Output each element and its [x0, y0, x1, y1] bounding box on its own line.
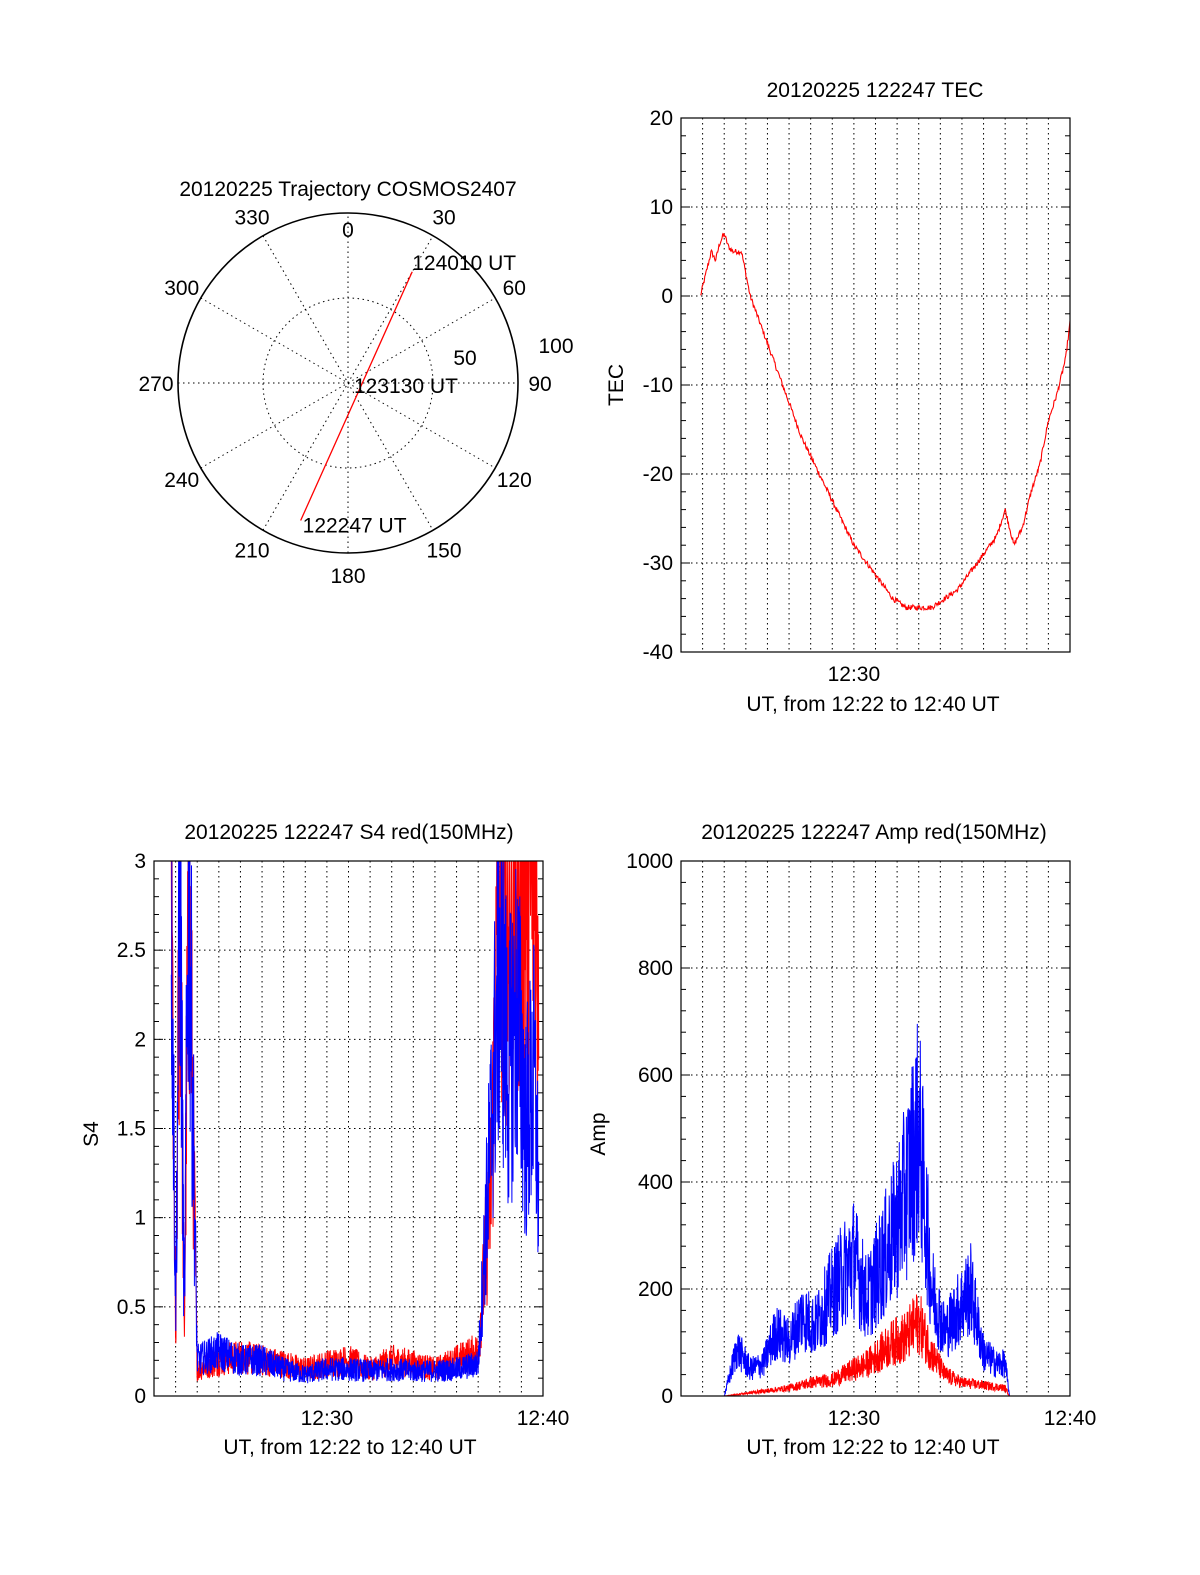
amp-title: 20120225 122247 Amp red(150MHz) [701, 821, 1047, 844]
series-line [170, 860, 540, 1382]
y-tick-label: -10 [643, 374, 673, 397]
series-line [698, 1294, 1070, 1397]
y-tick-label: 2 [134, 1028, 146, 1051]
polar-azimuth-label: 150 [426, 539, 461, 562]
polar-azimuth-label: 270 [138, 373, 173, 396]
tec-plot-frame [680, 117, 1071, 653]
s4-title: 20120225 122247 S4 red(150MHz) [184, 821, 513, 844]
y-tick-label: 0.5 [117, 1296, 146, 1319]
tec-title: 20120225 122247 TEC [767, 79, 984, 102]
y-tick-label: 0 [134, 1385, 146, 1408]
amp-ylabel: Amp [587, 1112, 610, 1155]
polar-azimuth-label: 210 [234, 539, 269, 562]
y-tick-label: 3 [134, 850, 146, 873]
polar-azimuth-label: 180 [330, 565, 365, 588]
tec-y-tick-labels: 20 10 0 -10 -20 -30 -40 [643, 107, 673, 664]
y-tick-label: -40 [643, 641, 673, 664]
polar-azimuth-label: 330 [234, 207, 269, 230]
x-tick-label: 12:40 [1044, 1407, 1097, 1430]
polar-chart: 20120225 Trajectory COSMOS2407 0 30 60 90 12… [138, 178, 573, 588]
tec-grid [681, 117, 1070, 653]
series-line [700, 232, 1071, 612]
tec-x-tick-labels: 12:30 [828, 663, 881, 686]
amp-series [698, 1023, 1070, 1397]
x-tick-label: 12:40 [517, 1407, 570, 1430]
amp-y-tick-labels: 1000 800 600 400 200 0 [626, 850, 673, 1408]
x-tick-label: 12:30 [301, 1407, 354, 1430]
y-tick-label: 0 [661, 1385, 673, 1408]
tec-xlabel: UT, from 12:22 to 12:40 UT [746, 693, 999, 716]
y-tick-label: 2.5 [117, 939, 146, 962]
s4-y-tick-labels: 3 2.5 2 1.5 1 0.5 0 [117, 850, 146, 1408]
polar-azimuth-label: 240 [164, 469, 199, 492]
x-tick-label: 12:30 [828, 663, 881, 686]
polar-trajectory-line [300, 271, 413, 521]
y-tick-label: 0 [661, 285, 673, 308]
polar-grid [177, 212, 519, 554]
y-tick-label: 1.5 [117, 1118, 146, 1141]
y-tick-label: 10 [650, 196, 673, 219]
s4-chart: 20120225 122247 S4 red(150MHz) 3 2.5 2 1.5 1… [80, 821, 569, 1459]
tec-chart: 20120225 122247 TEC 20 10 0 -10 -20 -30 -40 12… [605, 79, 1071, 716]
y-tick-label: 1 [134, 1207, 146, 1230]
y-tick-label: 1000 [626, 850, 673, 873]
s4-grid [154, 860, 543, 1397]
s4-plot-frame [153, 860, 544, 1397]
x-tick-label: 12:30 [828, 1407, 881, 1430]
polar-radial-label-50: 50 [453, 347, 476, 370]
y-tick-label: -30 [643, 552, 673, 575]
series-line [170, 860, 540, 1384]
y-tick-label: -20 [643, 463, 673, 486]
polar-azimuth-label: 0 [342, 219, 354, 242]
amp-xlabel: UT, from 12:22 to 12:40 UT [746, 1436, 999, 1459]
amp-x-tick-labels: 12:30 12:40 [828, 1407, 1097, 1430]
polar-trajectory-label: 122247 UT [303, 515, 407, 538]
tec-series [700, 232, 1071, 612]
polar-trajectory-label: 124010 UT [412, 252, 516, 275]
tec-ylabel: TEC [605, 364, 628, 406]
series-line [698, 1023, 1070, 1397]
amp-chart: 20120225 122247 Amp red(150MHz) 1000 800 6… [587, 821, 1096, 1459]
polar-azimuth-label: 90 [528, 373, 551, 396]
polar-title: 20120225 Trajectory COSMOS2407 [179, 178, 516, 201]
y-tick-label: 20 [650, 107, 673, 130]
polar-azimuth-label: 60 [503, 277, 526, 300]
polar-radial-label-100: 100 [538, 335, 573, 358]
polar-azimuth-label: 300 [164, 277, 199, 300]
polar-trajectory: 122247 UT 123130 UT 124010 UT [300, 252, 516, 538]
y-tick-label: 600 [638, 1064, 673, 1087]
y-tick-label: 800 [638, 957, 673, 980]
polar-azimuth-label: 30 [432, 207, 455, 230]
s4-xlabel: UT, from 12:22 to 12:40 UT [223, 1436, 476, 1459]
polar-trajectory-label: 123130 UT [354, 375, 458, 398]
y-tick-label: 400 [638, 1171, 673, 1194]
y-tick-label: 200 [638, 1278, 673, 1301]
polar-azimuth-label: 120 [497, 469, 532, 492]
polar-azimuth-labels: 0 30 60 90 120 150 180 210 240 270 300 330 [138, 207, 551, 588]
polar-spoke-150 [262, 235, 434, 531]
s4-series [170, 860, 540, 1384]
amp-plot-frame [680, 860, 1071, 1397]
s4-x-tick-labels: 12:30 12:40 [301, 1407, 570, 1430]
s4-ylabel: S4 [80, 1121, 103, 1147]
